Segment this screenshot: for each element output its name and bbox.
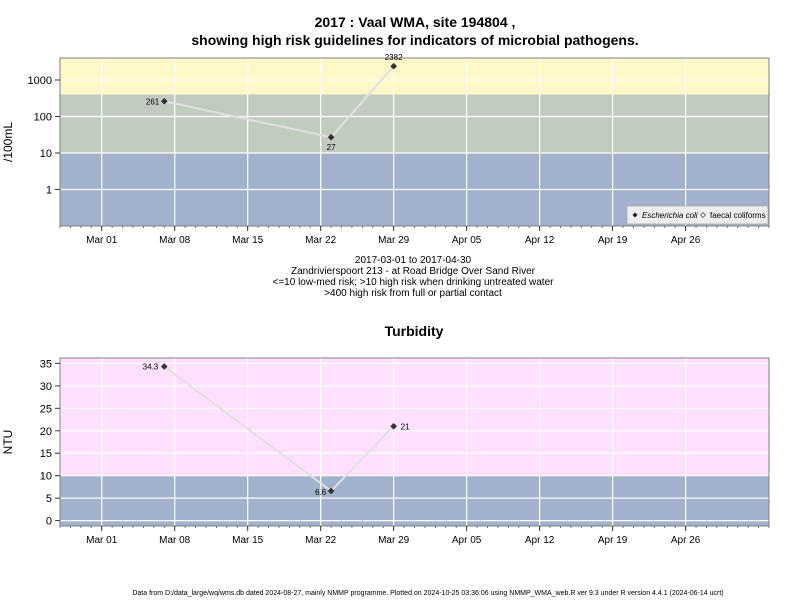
chart1-caption-3: >400 high risk from full or partial cont…: [324, 288, 502, 299]
chart1-ylabel: /100mL: [1, 122, 15, 162]
chart1-xtick-label-4: Mar 29: [378, 235, 410, 246]
chart2-ytick-label-6: 30: [40, 381, 52, 393]
chart1-legend-entry-0: Escherichia coli: [642, 211, 698, 220]
chart1-caption-0: 2017-03-01 to 2017-04-30: [355, 255, 472, 266]
chart2-ytick-label-0: 0: [46, 516, 52, 528]
chart1-point-label-2: 2382: [385, 53, 403, 62]
chart1-legend-marker-0: [632, 212, 638, 218]
chart2-point-2: [390, 422, 398, 430]
chart1-legend-entry-1: faecal coliforms: [710, 211, 766, 220]
chart1-ytick-label-2: 100: [34, 111, 52, 123]
chart2-point-1: [327, 487, 335, 495]
chart2-ytick-label-3: 15: [40, 448, 52, 460]
chart2-title: Turbidity: [385, 323, 444, 339]
chart1-caption-2: <=10 low-med risk; >10 high risk when dr…: [273, 277, 555, 288]
chart1-point-0: [160, 97, 168, 105]
chart1-plot: Mar 01 Mar 08 Mar 15 Mar 22 Mar 29 Apr 05 Apr …: [1, 53, 770, 246]
chart2-xtick-label-8: Apr 26: [671, 535, 701, 546]
chart1-point-2: [390, 62, 398, 70]
chart2-band-0: [60, 475, 769, 526]
chart1-legend-box: [626, 205, 769, 225]
chart2-ytick-label-7: 35: [40, 358, 52, 370]
chart2-xtick-label-6: Apr 12: [525, 535, 555, 546]
chart1-ytick-label-0: 1: [46, 184, 52, 196]
chart2-xtick-label-1: Mar 08: [159, 535, 191, 546]
chart1-xtick-label-1: Mar 08: [159, 235, 191, 246]
chart2-point-label-1: 6.6: [315, 488, 327, 497]
chart1-xtick-label-7: Apr 19: [598, 235, 628, 246]
chart1-legend-marker-1: [700, 212, 706, 218]
chart2-xtick-label-7: Apr 19: [598, 535, 628, 546]
chart1-caption-1: Zandrivierspoort 213 - at Road Bridge Ov…: [291, 266, 536, 277]
chart1-xtick-label-5: Apr 05: [452, 235, 482, 246]
chart2-ytick-label-1: 5: [46, 493, 52, 505]
chart1-xtick-label-6: Apr 12: [525, 235, 555, 246]
chart1-point-label-1: 27: [327, 143, 336, 152]
chart2-ytick-label-4: 20: [40, 426, 52, 438]
footer-note: Data from D:/data_large/wq/wms.db dated …: [132, 590, 723, 597]
chart1-xtick-label-3: Mar 22: [305, 235, 337, 246]
chart2-ylabel: NTU: [1, 430, 15, 455]
chart2-ytick-label-5: 25: [40, 403, 52, 415]
chart2-point-label-2: 21: [401, 422, 410, 431]
chart1-band-1: [60, 94, 769, 153]
chart1-band-2: [60, 58, 769, 95]
chart2-ytick-label-2: 10: [40, 471, 52, 483]
chart2-band-1: [60, 358, 769, 476]
chart2-point-0: [160, 363, 168, 370]
chart2-xtick-label-5: Apr 05: [452, 535, 482, 546]
chart1-xtick-label-2: Mar 15: [232, 235, 264, 246]
chart1-xtick-label-8: Apr 26: [671, 235, 701, 246]
chart1-title-line2: showing high risk guidelines for indicat…: [191, 32, 638, 48]
chart2-point-label-0: 34.3: [143, 363, 159, 372]
chart1-point-1: [327, 133, 335, 141]
chart2-plot: Mar 01 Mar 08 Mar 15 Mar 22 Mar 29 Apr 05 Apr …: [1, 357, 770, 546]
chart1-point-label-0: 261: [146, 97, 160, 106]
chart1-title-line1: 2017 : Vaal WMA, site 194804 ,: [315, 14, 516, 30]
chart2-xtick-label-2: Mar 15: [232, 535, 264, 546]
chart1-xtick-label-0: Mar 01: [86, 235, 118, 246]
chart2-xtick-label-4: Mar 29: [378, 535, 410, 546]
chart1-ytick-label-1: 10: [40, 148, 52, 160]
chart2-xtick-label-0: Mar 01: [86, 535, 118, 546]
chart1-ytick-label-3: 1000: [28, 75, 52, 87]
chart2-xtick-label-3: Mar 22: [305, 535, 337, 546]
